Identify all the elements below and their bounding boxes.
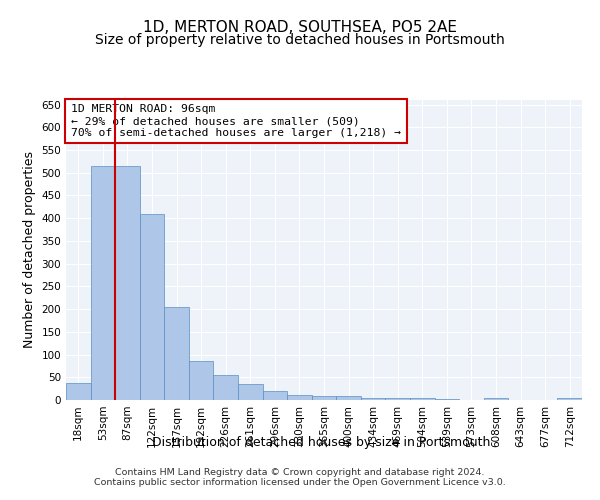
Bar [312, 396, 336, 400]
Bar [287, 394, 312, 400]
Bar [164, 307, 189, 400]
Text: 1D MERTON ROAD: 96sqm
← 29% of detached houses are smaller (509)
70% of semi-det: 1D MERTON ROAD: 96sqm ← 29% of detached … [71, 104, 401, 138]
Bar [140, 214, 164, 400]
Text: Size of property relative to detached houses in Portsmouth: Size of property relative to detached ho… [95, 33, 505, 47]
Text: Contains HM Land Registry data © Crown copyright and database right 2024.
Contai: Contains HM Land Registry data © Crown c… [94, 468, 506, 487]
Y-axis label: Number of detached properties: Number of detached properties [23, 152, 36, 348]
Bar [434, 399, 459, 400]
Text: Distribution of detached houses by size in Portsmouth: Distribution of detached houses by size … [152, 436, 490, 449]
Bar [557, 398, 582, 400]
Bar [336, 396, 361, 400]
Bar [214, 375, 238, 400]
Bar [115, 166, 140, 400]
Bar [66, 383, 91, 400]
Bar [484, 398, 508, 400]
Bar [410, 398, 434, 400]
Bar [263, 391, 287, 400]
Text: 1D, MERTON ROAD, SOUTHSEA, PO5 2AE: 1D, MERTON ROAD, SOUTHSEA, PO5 2AE [143, 20, 457, 35]
Bar [361, 398, 385, 400]
Bar [385, 398, 410, 400]
Bar [91, 166, 115, 400]
Bar [238, 384, 263, 400]
Bar [189, 362, 214, 400]
